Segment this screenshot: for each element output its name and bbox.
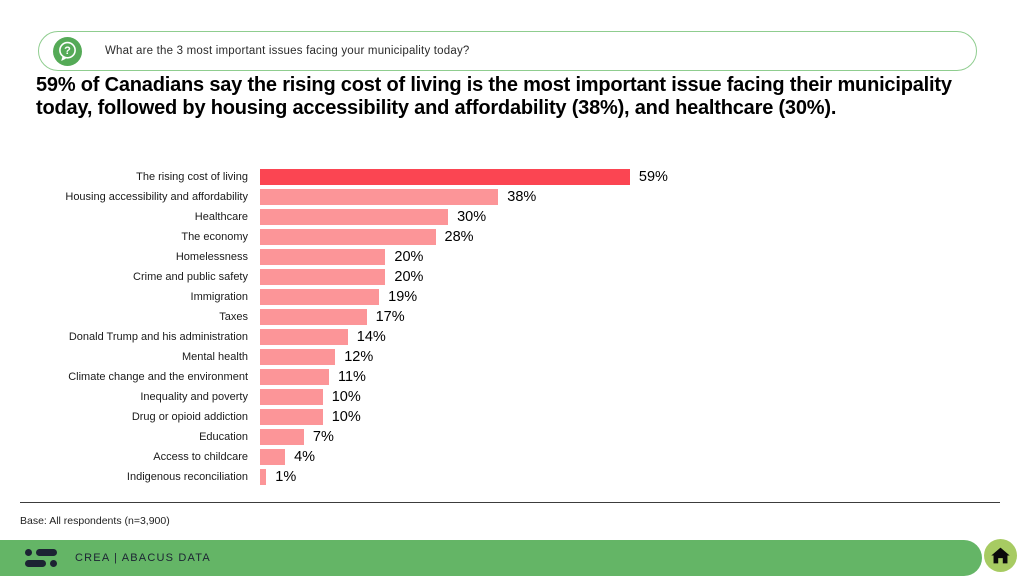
chart-category-label: Access to childcare bbox=[153, 451, 248, 463]
home-icon bbox=[991, 547, 1010, 564]
home-button[interactable] bbox=[984, 539, 1017, 572]
chart-category-label: Drug or opioid addiction bbox=[131, 411, 248, 423]
chart-row: Healthcare 30% bbox=[20, 207, 1000, 227]
chart-row: Immigration 19% bbox=[20, 287, 1000, 307]
chart-bar bbox=[260, 349, 336, 365]
footer-bar: CREA | ABACUS DATA bbox=[0, 540, 982, 576]
chart-value-label: 20% bbox=[394, 249, 424, 265]
chart-bar bbox=[260, 289, 380, 305]
question-bubble-icon: ? bbox=[53, 36, 82, 66]
chart-row: Climate change and the environment 11% bbox=[20, 367, 1000, 387]
brand-text: CREA | ABACUS DATA bbox=[75, 552, 211, 564]
footer-divider bbox=[20, 502, 1000, 503]
logo-dot bbox=[50, 560, 57, 567]
chart-bar bbox=[260, 449, 286, 465]
chart-bar bbox=[260, 329, 348, 345]
logo-dot bbox=[25, 549, 32, 556]
chart-value-label: 38% bbox=[507, 189, 537, 205]
chart-category-label: Healthcare bbox=[194, 211, 248, 223]
chart-row: Education 7% bbox=[20, 427, 1000, 447]
chart-row: Taxes 17% bbox=[20, 307, 1000, 327]
chart-row: Housing accessibility and affordability 3… bbox=[20, 187, 1000, 207]
chart-value-label: 4% bbox=[294, 449, 316, 465]
chart-row: Access to childcare 4% bbox=[20, 447, 1000, 467]
chart-row: Indigenous reconciliation 1% bbox=[20, 467, 1000, 487]
chart-bar bbox=[260, 189, 499, 205]
chart-category-label: The rising cost of living bbox=[136, 171, 248, 183]
question-bar: ? What are the 3 most important issues f… bbox=[38, 31, 977, 71]
chart-category-label: Homelessness bbox=[175, 251, 248, 263]
chart-value-label: 11% bbox=[337, 369, 366, 385]
chart-row: Inequality and poverty 10% bbox=[20, 387, 1000, 407]
chart-bar bbox=[260, 209, 449, 225]
chart-bar bbox=[260, 269, 386, 285]
chart-category-label: Climate change and the environment bbox=[68, 371, 248, 383]
chart-value-label: 19% bbox=[388, 289, 418, 305]
chart-row: The economy 28% bbox=[20, 227, 1000, 247]
chart-value-label: 12% bbox=[344, 349, 374, 365]
headline: 59% of Canadians say the rising cost of … bbox=[36, 74, 952, 119]
chart-bar bbox=[260, 249, 386, 265]
chart-bar bbox=[260, 369, 329, 385]
chart-category-label: Education bbox=[199, 431, 248, 443]
chart-category-label: Immigration bbox=[190, 291, 248, 303]
chart-row: Donald Trump and his administration 14% bbox=[20, 327, 1000, 347]
chart-category-label: Mental health bbox=[181, 351, 248, 363]
chart-value-label: 7% bbox=[312, 429, 334, 445]
logo-dash bbox=[36, 549, 57, 556]
question-text: What are the 3 most important issues fac… bbox=[105, 45, 470, 57]
chart-category-label: Crime and public safety bbox=[133, 271, 248, 283]
chart-category-label: The economy bbox=[181, 231, 248, 243]
chart-category-label: Inequality and poverty bbox=[140, 391, 248, 403]
chart-value-label: 17% bbox=[375, 309, 405, 325]
chart-value-label: 10% bbox=[331, 389, 361, 405]
chart-row: Mental health 12% bbox=[20, 347, 1000, 367]
chart-value-label: 1% bbox=[275, 469, 297, 485]
bar-chart: The rising cost of living 59% Housing acce… bbox=[20, 167, 1000, 487]
chart-category-label: Housing accessibility and affordability bbox=[65, 191, 248, 203]
chart-bar bbox=[260, 469, 267, 485]
logo-dash bbox=[25, 560, 46, 567]
chart-bar bbox=[260, 229, 436, 245]
crea-abacus-logo bbox=[25, 548, 61, 568]
svg-text:?: ? bbox=[64, 45, 71, 57]
chart-category-label: Donald Trump and his administration bbox=[68, 331, 248, 343]
chart-row: Homelessness 20% bbox=[20, 247, 1000, 267]
chart-row: Drug or opioid addiction 10% bbox=[20, 407, 1000, 427]
base-note: Base: All respondents (n=3,900) bbox=[20, 515, 170, 527]
chart-bar bbox=[260, 169, 630, 185]
chart-value-label: 28% bbox=[444, 229, 474, 245]
chart-value-label: 20% bbox=[394, 269, 424, 285]
chart-bar bbox=[260, 389, 323, 405]
chart-category-label: Taxes bbox=[219, 311, 248, 323]
chart-value-label: 59% bbox=[638, 169, 668, 185]
chart-bar bbox=[260, 309, 367, 325]
chart-bar bbox=[260, 409, 323, 425]
chart-category-label: Indigenous reconciliation bbox=[126, 471, 248, 483]
chart-value-label: 30% bbox=[457, 209, 487, 225]
chart-row: The rising cost of living 59% bbox=[20, 167, 1000, 187]
chart-value-label: 10% bbox=[331, 409, 361, 425]
chart-bar bbox=[260, 429, 304, 445]
chart-row: Crime and public safety 20% bbox=[20, 267, 1000, 287]
chart-value-label: 14% bbox=[356, 329, 386, 345]
